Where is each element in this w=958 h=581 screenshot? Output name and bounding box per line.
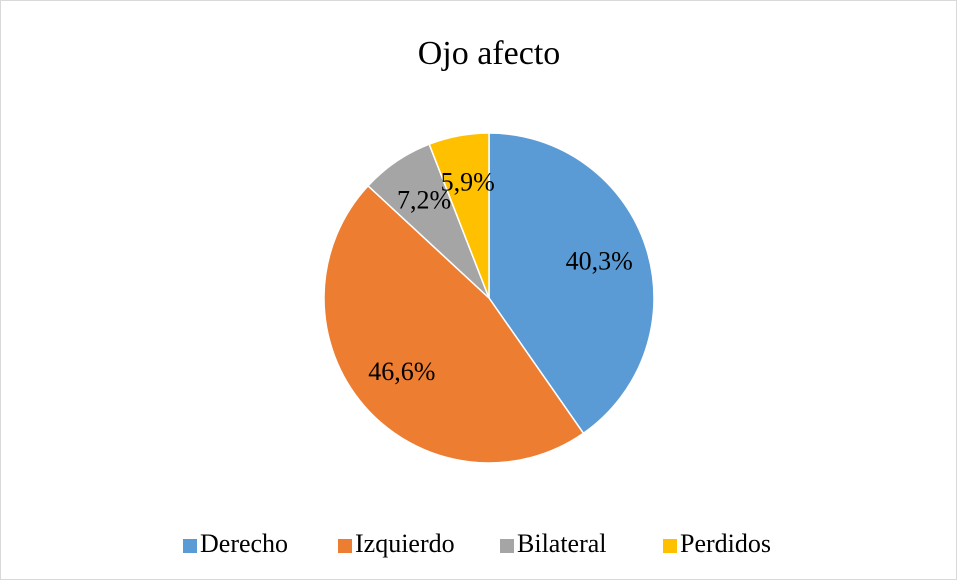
legend-swatch (338, 539, 352, 553)
pie-slice (428, 132, 490, 299)
pie-slice (488, 132, 655, 435)
legend-label: Bilateral (517, 529, 607, 558)
data-label: 7,2% (397, 185, 451, 214)
data-label: 46,6% (368, 357, 435, 386)
legend-label: Derecho (200, 529, 288, 558)
legend-swatch (183, 539, 197, 553)
pie-slice (323, 184, 585, 464)
chart-title: Ojo afecto (418, 35, 561, 72)
data-label: 40,3% (566, 246, 633, 275)
legend-swatch (500, 539, 514, 553)
legend-label: Perdidos (680, 529, 771, 558)
legend-swatch (663, 539, 677, 553)
data-label: 5,9% (441, 167, 495, 196)
legend-label: Izquierdo (355, 529, 455, 558)
